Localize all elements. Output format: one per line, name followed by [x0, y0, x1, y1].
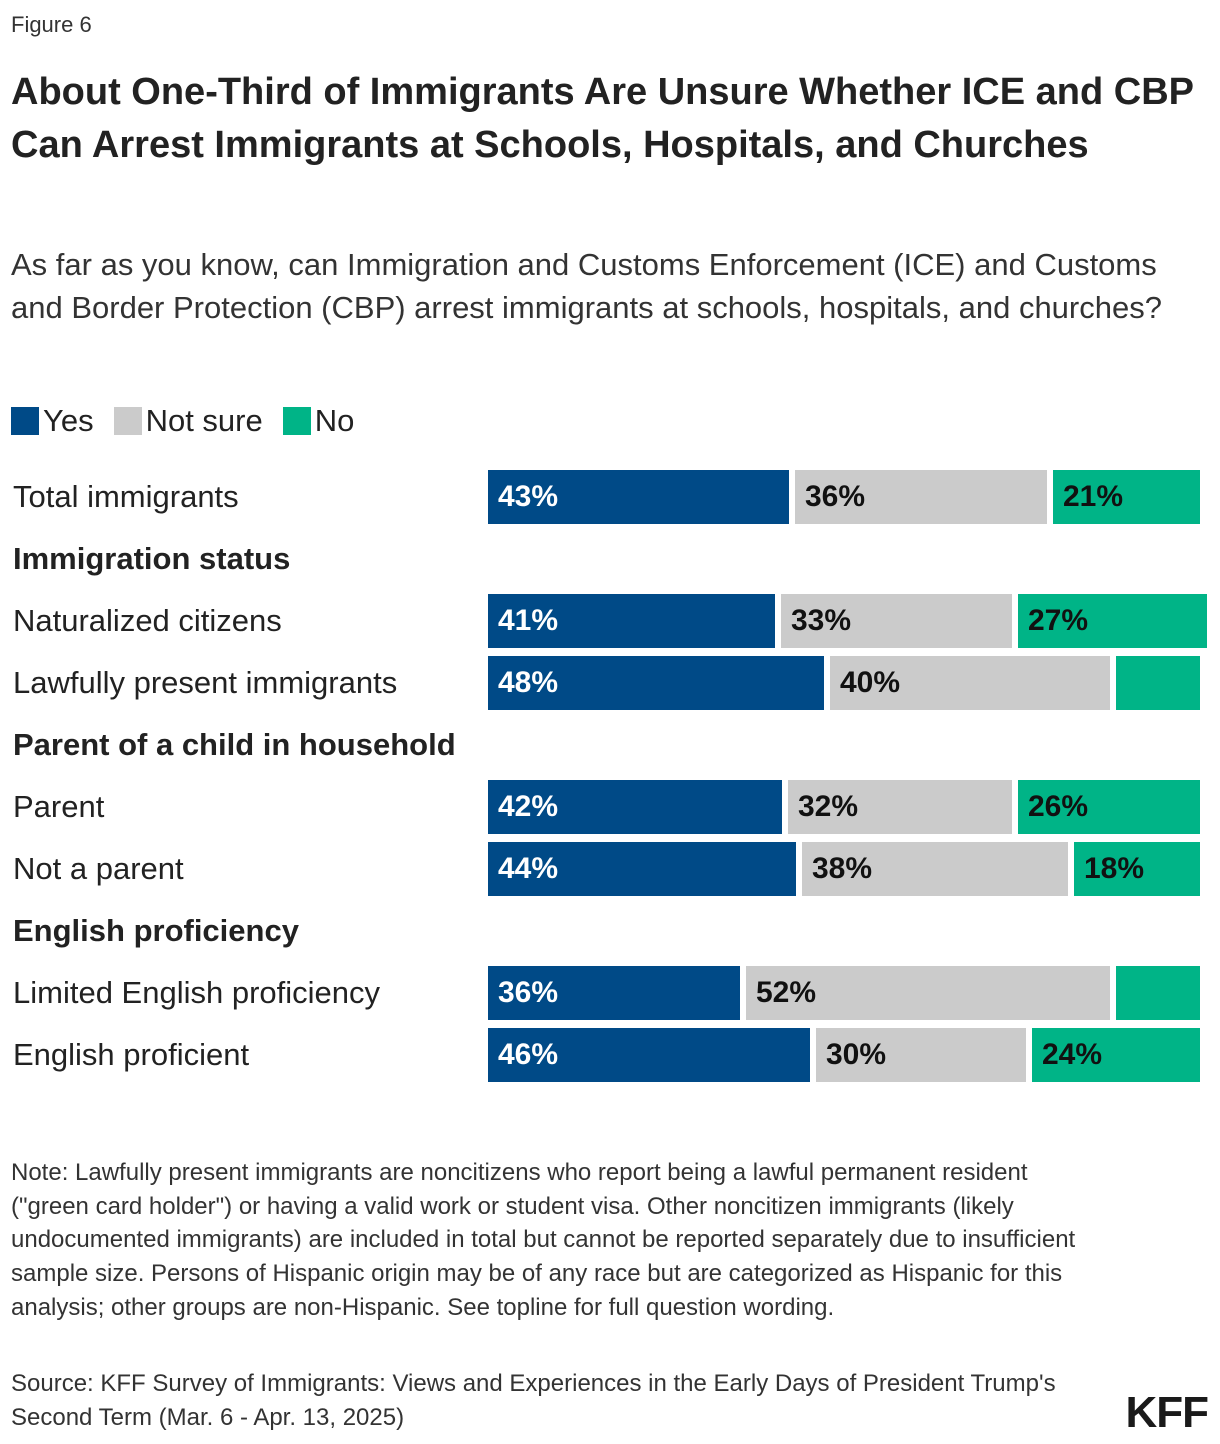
row-label: Limited English proficiency: [13, 975, 381, 1010]
data-label: 30%: [826, 1038, 887, 1071]
chart-title: About One-Third of Immigrants Are Unsure…: [11, 71, 1194, 166]
row-label: English proficient: [13, 1037, 250, 1072]
data-label: 46%: [498, 1038, 559, 1071]
data-label: 33%: [791, 604, 852, 637]
bar-segment-no: [1116, 966, 1200, 1020]
row-label: Not a parent: [13, 851, 184, 886]
bar-segment-yes: 43%: [488, 470, 789, 524]
bar-segment-yes: 46%: [488, 1028, 810, 1082]
legend-label: Not sure: [145, 403, 263, 438]
data-label: 43%: [498, 480, 559, 513]
bar-segment-no: [1116, 656, 1200, 710]
data-label: 36%: [498, 976, 559, 1009]
bar-segment-no: 26%: [1018, 780, 1200, 834]
bar-segment-not-sure: 33%: [781, 594, 1012, 648]
data-label: 36%: [805, 480, 866, 513]
bar-segment-not-sure: 30%: [816, 1028, 1026, 1082]
group-label: Immigration status: [13, 541, 291, 576]
data-label: 52%: [756, 976, 817, 1009]
bar-segment-not-sure: 40%: [830, 656, 1110, 710]
data-label: 42%: [498, 790, 559, 823]
bar-segment-no: 18%: [1074, 842, 1200, 896]
group-label: Parent of a child in household: [13, 727, 456, 762]
legend-swatch-no: [282, 407, 311, 435]
bar-segment-yes: 36%: [488, 966, 740, 1020]
data-label: 18%: [1084, 852, 1145, 885]
row-label: Total immigrants: [13, 479, 239, 514]
legend-label: Yes: [43, 403, 94, 438]
row-label: Naturalized citizens: [13, 603, 282, 638]
note: Note: Lawfully present immigrants are no…: [11, 1159, 1076, 1321]
bar-segment-not-sure: 52%: [746, 966, 1110, 1020]
legend-item-no: No: [282, 403, 355, 439]
data-label: 48%: [498, 666, 559, 699]
row-label: Parent: [13, 789, 105, 824]
row-label: Lawfully present immigrants: [13, 665, 398, 700]
data-label: 27%: [1028, 604, 1089, 637]
chart-subtitle: As far as you know, can Immigration and …: [11, 247, 1162, 325]
data-label: 32%: [798, 790, 859, 823]
legend-label: No: [314, 403, 355, 438]
bar-segment-yes: 41%: [488, 594, 775, 648]
bar-segment-yes: 48%: [488, 656, 824, 710]
bar-segment-no: 24%: [1032, 1028, 1200, 1082]
kff-logo: KFF: [1125, 1388, 1209, 1437]
bar-segment-yes: 42%: [488, 780, 782, 834]
data-label: 44%: [498, 852, 559, 885]
legend-swatch-not-sure: [113, 407, 142, 435]
legend-item-yes: Yes: [11, 403, 94, 439]
bar-segment-not-sure: 36%: [795, 470, 1047, 524]
legend-item-not-sure: Not sure: [113, 403, 263, 439]
data-label: 21%: [1063, 480, 1124, 513]
data-label: 41%: [498, 604, 559, 637]
group-label: English proficiency: [13, 913, 299, 948]
bar-segment-no: 21%: [1053, 470, 1200, 524]
data-label: 24%: [1042, 1038, 1103, 1071]
bar-segment-not-sure: 38%: [802, 842, 1068, 896]
figure-label: Figure 6: [11, 12, 92, 37]
bar-segment-no: 27%: [1018, 594, 1207, 648]
legend-swatch-yes: [11, 407, 39, 435]
data-label: 26%: [1028, 790, 1089, 823]
legend: Yes Not sure No: [11, 403, 374, 439]
bar-segment-not-sure: 32%: [788, 780, 1012, 834]
data-label: 40%: [840, 666, 901, 699]
data-label: 38%: [812, 852, 873, 885]
source: Source: KFF Survey of Immigrants: Views …: [11, 1370, 1056, 1431]
bar-segment-yes: 44%: [488, 842, 796, 896]
